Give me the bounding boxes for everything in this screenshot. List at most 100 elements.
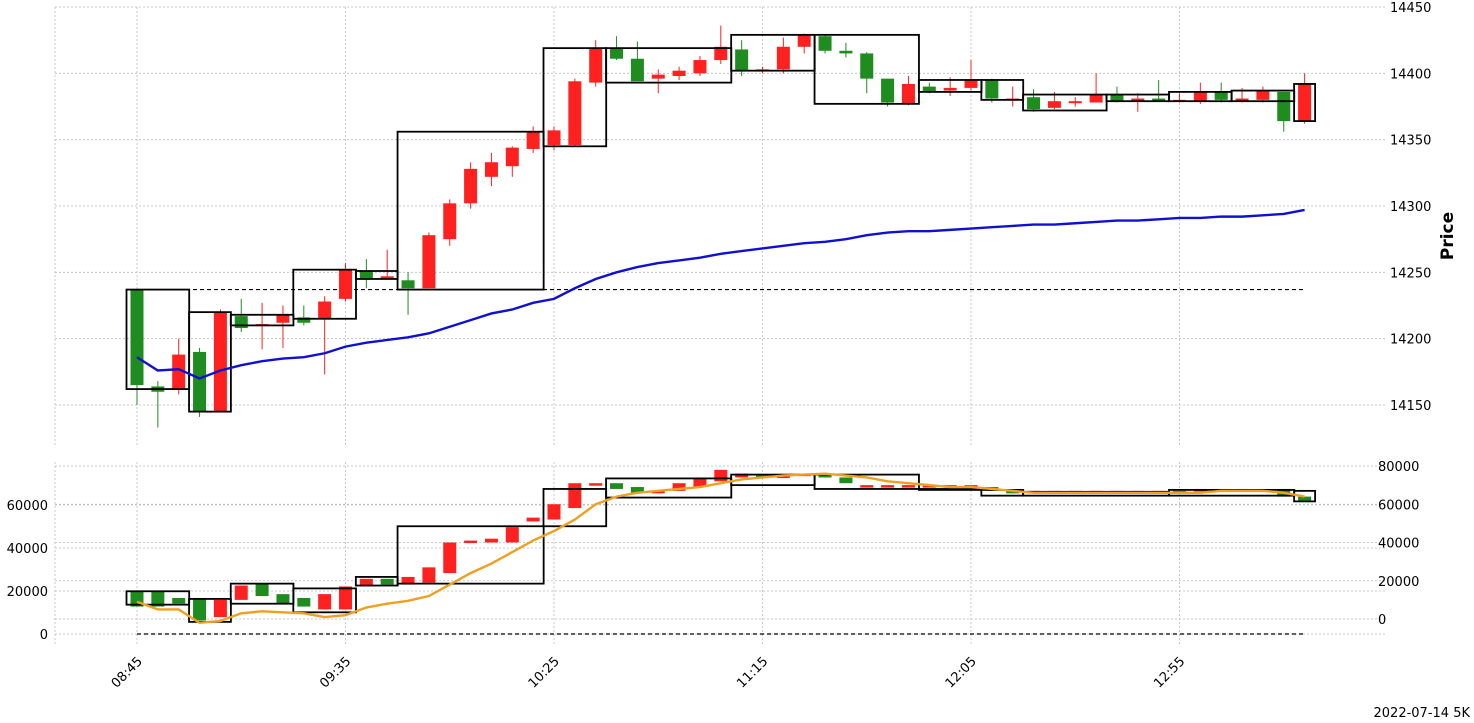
price-y-ticks: 14150 14200 14250 14300 14350 14400 14450 — [1390, 1, 1431, 414]
indicator-y-tick-label-left: 0 — [40, 628, 48, 643]
price-y-tick-label: 14450 — [1390, 1, 1431, 16]
indicator-range-box — [292, 587, 357, 614]
indicator-candle-body — [818, 473, 832, 478]
price-range-box — [980, 79, 1025, 101]
indicator-y-tick-label-right: 60000 — [1378, 498, 1419, 513]
price-candle-body — [922, 86, 936, 92]
price-candle-body — [1131, 98, 1145, 102]
indicator-candle-body — [672, 483, 686, 491]
indicator-candle-body — [193, 597, 207, 621]
price-moving-average — [136, 208, 1305, 380]
price-candle-body — [1256, 90, 1270, 100]
price-candle-body — [630, 58, 644, 82]
price-candle-body — [1027, 97, 1041, 110]
indicator-candle-body — [839, 477, 853, 484]
indicator-candle-body — [464, 540, 478, 544]
price-candle-body — [1214, 91, 1228, 100]
indicator-candle-body — [881, 485, 895, 488]
indicator-candle-body — [339, 586, 352, 610]
price-candle-body — [484, 162, 498, 177]
indicator-y-tick-label-left: 60000 — [7, 499, 48, 514]
price-candle-body — [1193, 91, 1207, 102]
indicator-candle-body — [922, 485, 936, 488]
indicator-candle-body — [776, 475, 790, 479]
price-candle-body — [359, 271, 373, 279]
price-y-tick-label: 14150 — [1390, 399, 1431, 414]
price-candle-body — [964, 79, 978, 88]
price-candle-body — [193, 351, 207, 412]
indicator-candle-body — [901, 485, 915, 488]
price-candle-body — [1068, 101, 1082, 104]
price-candle-body — [130, 289, 144, 386]
indicator-candle-body — [651, 490, 665, 494]
price-candle-body — [860, 53, 874, 79]
indicator-range-box — [605, 477, 733, 499]
price-candle-body — [422, 235, 436, 289]
x-tick-label: 12:05 — [943, 654, 980, 691]
price-y-tick-label: 14300 — [1390, 200, 1431, 215]
price-candle-body — [901, 83, 915, 104]
price-candle-body — [985, 79, 999, 99]
x-tick-label: 10:25 — [526, 654, 563, 691]
price-y-tick-label: 14250 — [1390, 266, 1431, 281]
indicator-y-ticks: 0 20000 40000 60000 0 20000 40000 60000 80000 — [7, 460, 1420, 643]
price-candle-body — [1047, 101, 1061, 108]
price-candle-body — [443, 203, 457, 240]
price-candle-body — [234, 316, 248, 329]
indicator-candle-body — [693, 477, 707, 488]
price-range-box — [188, 311, 232, 413]
indicator-candle-body — [276, 594, 290, 604]
indicator-candle-body — [860, 485, 874, 488]
indicator-range-box — [813, 473, 920, 490]
indicator-candle-body — [234, 585, 248, 600]
indicator-range-box — [1293, 489, 1316, 503]
indicator-candle-body — [172, 597, 186, 604]
price-candle-body — [1235, 98, 1249, 101]
price-candle-body — [797, 34, 811, 47]
indicator-candle-body — [380, 578, 394, 585]
price-range-box — [292, 268, 357, 320]
indicator-candle-body — [568, 483, 582, 509]
indicator-candle-body — [359, 578, 373, 587]
price-y-tick-label: 14400 — [1390, 67, 1431, 82]
price-candle-body — [818, 36, 832, 51]
price-ma-line — [136, 208, 1305, 380]
indicator-y-tick-label-right: 80000 — [1378, 460, 1419, 475]
price-candle-body — [839, 50, 853, 54]
price-candle-body — [776, 46, 790, 70]
chart-footer: 2022-07-14 5K — [1373, 706, 1470, 721]
x-tick-label: 09:35 — [317, 654, 354, 691]
price-grid — [54, 6, 1385, 445]
price-range-box — [1022, 93, 1108, 112]
price-candle-body — [589, 48, 603, 83]
indicator-candle-body — [610, 483, 624, 489]
indicator-range-box — [396, 525, 545, 585]
indicator-candle-body — [526, 517, 540, 522]
price-candle-body — [714, 46, 728, 61]
price-candle-body — [1110, 94, 1124, 102]
indicator-y-tick-label-right: 40000 — [1378, 537, 1419, 552]
indicator-y-tick-label-right: 20000 — [1378, 575, 1419, 590]
price-candle-body — [464, 168, 478, 204]
indicator-candle-body — [443, 542, 457, 574]
price-candle-body — [610, 48, 624, 59]
price-candle-body — [297, 317, 311, 323]
price-candle-body — [568, 81, 582, 145]
price-candle-body — [1152, 98, 1166, 101]
price-candle-body — [526, 131, 540, 149]
indicator-candle-body — [213, 599, 227, 618]
indicator-candle-body — [422, 567, 436, 583]
indicator-candle-body — [714, 469, 728, 482]
price-candle-body — [172, 354, 186, 390]
indicator-candle-body — [401, 576, 415, 585]
x-tick-label: 11:15 — [734, 654, 771, 691]
price-candle-body — [547, 130, 561, 145]
indicator-grid — [54, 462, 1385, 645]
price-candles — [130, 25, 1312, 428]
indicator-candle-body — [505, 527, 519, 543]
price-candle-body — [943, 87, 957, 91]
price-range-box — [1293, 83, 1316, 122]
indicator-range-box — [125, 590, 191, 606]
indicator-candle-body — [630, 487, 644, 493]
price-candle-body — [1298, 83, 1312, 122]
